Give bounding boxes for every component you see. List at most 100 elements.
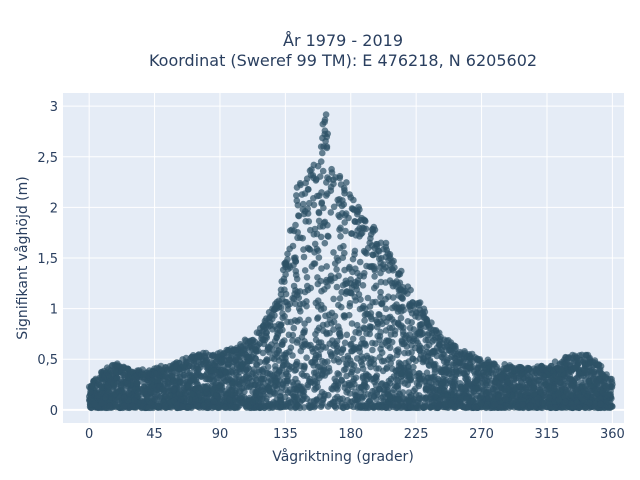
scatter-point bbox=[354, 367, 361, 374]
scatter-point bbox=[482, 404, 490, 412]
scatter-point bbox=[363, 262, 370, 270]
scatter-point bbox=[273, 302, 280, 310]
scatter-point bbox=[336, 332, 344, 340]
scatter-point bbox=[423, 358, 430, 365]
y-tick-labels: 0 0,5 1 1,5 2 2,5 3 bbox=[37, 100, 58, 419]
scatter-point bbox=[606, 375, 614, 383]
scatter-point bbox=[382, 295, 389, 303]
scatter-point bbox=[306, 404, 313, 411]
scatter-point bbox=[166, 392, 173, 399]
scatter-point bbox=[369, 339, 376, 347]
scatter-point bbox=[102, 393, 109, 401]
scatter-point bbox=[277, 403, 285, 411]
scatter-point bbox=[423, 348, 431, 356]
scatter-point bbox=[425, 341, 433, 349]
scatter-point bbox=[477, 392, 485, 400]
scatter-point bbox=[256, 358, 264, 366]
scatter-point bbox=[247, 382, 254, 390]
scatter-point bbox=[428, 379, 436, 387]
scatter-point bbox=[176, 390, 183, 398]
scatter-point bbox=[214, 374, 222, 382]
scatter-point bbox=[335, 371, 343, 378]
scatter-point bbox=[554, 390, 562, 398]
scatter-point bbox=[353, 321, 361, 329]
scatter-point bbox=[109, 386, 116, 393]
scatter-point bbox=[432, 327, 440, 335]
scatter-point bbox=[151, 396, 159, 403]
scatter-point bbox=[304, 205, 312, 212]
x-tick-label: 360 bbox=[600, 427, 625, 442]
scatter-point bbox=[373, 243, 381, 250]
scatter-point bbox=[341, 314, 348, 321]
scatter-point bbox=[449, 383, 457, 390]
scatter-point bbox=[315, 208, 323, 216]
scatter-point bbox=[562, 398, 569, 406]
scatter-point bbox=[281, 337, 288, 344]
x-tick-label: 225 bbox=[404, 427, 429, 442]
scatter-point bbox=[484, 388, 492, 396]
scatter-point bbox=[121, 371, 129, 379]
scatter-point bbox=[185, 383, 192, 390]
scatter-point bbox=[320, 219, 328, 227]
scatter-point bbox=[340, 184, 348, 192]
scatter-point bbox=[304, 286, 312, 294]
scatter-point bbox=[294, 396, 302, 403]
scatter-point bbox=[283, 370, 290, 378]
scatter-point bbox=[277, 291, 285, 298]
scatter-point bbox=[514, 391, 521, 398]
scatter-point bbox=[343, 403, 351, 411]
scatter-point bbox=[567, 400, 575, 408]
scatter-point bbox=[495, 393, 503, 401]
scatter-point bbox=[401, 349, 408, 357]
scatter-point bbox=[364, 244, 372, 252]
scatter-point bbox=[266, 370, 274, 378]
scatter-point bbox=[334, 355, 341, 363]
scatter-point bbox=[330, 249, 337, 256]
scatter-point bbox=[582, 382, 590, 390]
scatter-point bbox=[308, 166, 315, 173]
scatter-point bbox=[343, 388, 350, 396]
scatter-point bbox=[324, 232, 332, 240]
scatter-point bbox=[343, 280, 351, 287]
scatter-point bbox=[351, 251, 358, 258]
scatter-point bbox=[413, 373, 420, 380]
scatter-point bbox=[94, 392, 101, 399]
scatter-point bbox=[321, 359, 329, 366]
scatter-point bbox=[227, 354, 235, 362]
scatter-point bbox=[479, 379, 487, 387]
scatter-point bbox=[354, 269, 361, 277]
scatter-point bbox=[400, 394, 407, 402]
scatter-point bbox=[291, 290, 298, 298]
scatter-point bbox=[497, 404, 504, 411]
scatter-point bbox=[375, 365, 383, 372]
scatter-point bbox=[475, 385, 482, 392]
scatter-point bbox=[331, 375, 339, 383]
scatter-point bbox=[372, 298, 379, 306]
scatter-point bbox=[386, 324, 394, 332]
scatter-point bbox=[221, 403, 229, 411]
scatter-point bbox=[382, 279, 389, 286]
scatter-point bbox=[313, 245, 321, 253]
scatter-point bbox=[226, 396, 233, 404]
scatter-point bbox=[273, 342, 281, 350]
scatter-point bbox=[493, 386, 500, 393]
scatter-point bbox=[315, 217, 323, 225]
scatter-point bbox=[284, 256, 291, 263]
y-axis-title: Signifikant våghöjd (m) bbox=[14, 176, 31, 339]
scatter-point bbox=[203, 389, 210, 396]
scatter-point bbox=[359, 395, 366, 402]
scatter-point bbox=[395, 390, 403, 398]
scatter-point bbox=[395, 305, 403, 313]
scatter-point bbox=[410, 363, 417, 371]
scatter-point bbox=[362, 402, 369, 410]
scatter-point bbox=[243, 351, 251, 359]
scatter-point bbox=[281, 377, 288, 385]
scatter-point bbox=[330, 295, 337, 303]
scatter-point bbox=[388, 316, 396, 323]
scatter-point bbox=[435, 347, 442, 355]
scatter-point bbox=[177, 395, 185, 403]
scatter-point bbox=[492, 378, 499, 385]
scatter-point bbox=[423, 382, 430, 390]
scatter-point bbox=[592, 379, 600, 387]
scatter-point bbox=[382, 239, 390, 247]
